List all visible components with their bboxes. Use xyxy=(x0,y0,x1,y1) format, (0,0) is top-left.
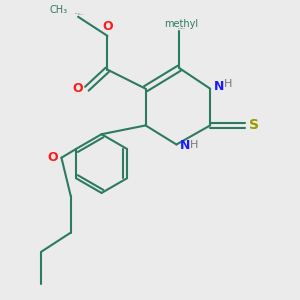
Text: S: S xyxy=(249,118,259,132)
Text: methyl: methyl xyxy=(164,19,198,29)
Text: CH₃: CH₃ xyxy=(50,5,68,15)
Text: N: N xyxy=(180,140,190,152)
Text: O: O xyxy=(47,151,58,164)
Text: H: H xyxy=(224,79,232,89)
Text: methyl: methyl xyxy=(181,27,186,28)
Text: methyl: methyl xyxy=(178,28,183,29)
Text: methoxy: methoxy xyxy=(78,14,84,15)
Text: H: H xyxy=(190,140,198,150)
Text: O: O xyxy=(102,20,113,33)
Text: N: N xyxy=(214,80,224,93)
Text: methoxy: methoxy xyxy=(75,13,81,14)
Text: O: O xyxy=(73,82,83,95)
